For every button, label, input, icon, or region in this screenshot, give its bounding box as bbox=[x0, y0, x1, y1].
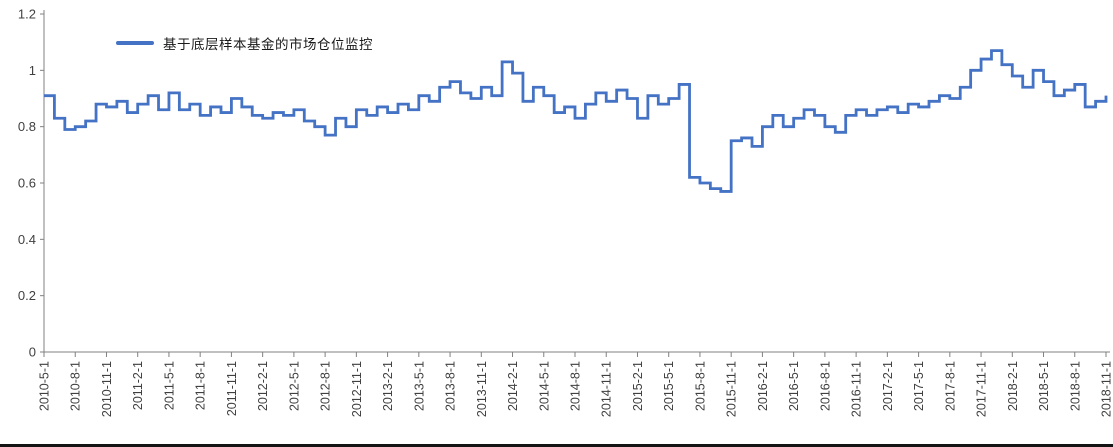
x-tick-label: 2010-11-1 bbox=[100, 361, 114, 417]
x-tick-label: 2011-11-1 bbox=[225, 361, 239, 416]
x-tick-label: 2014-5-1 bbox=[537, 361, 551, 411]
legend: 基于底层样本基金的市场仓位监控 bbox=[116, 33, 373, 53]
y-tick-label: 0.4 bbox=[18, 232, 36, 247]
x-tick-label: 2012-8-1 bbox=[319, 361, 333, 411]
x-tick-label: 2015-11-1 bbox=[725, 361, 739, 417]
x-tick-label: 2014-11-1 bbox=[600, 361, 614, 417]
x-tick-label: 2016-5-1 bbox=[787, 361, 801, 411]
x-tick-label: 2017-5-1 bbox=[912, 361, 926, 411]
x-tick-label: 2015-8-1 bbox=[693, 361, 707, 411]
x-tick-label: 2016-8-1 bbox=[818, 361, 832, 411]
x-tick-label: 2018-2-1 bbox=[1006, 361, 1020, 411]
x-tick-label: 2012-2-1 bbox=[256, 361, 270, 411]
x-tick-label: 2018-8-1 bbox=[1068, 361, 1082, 411]
x-tick-label: 2017-2-1 bbox=[881, 361, 895, 411]
bottom-divider bbox=[0, 444, 1113, 447]
x-tick-label: 2013-5-1 bbox=[412, 361, 426, 411]
x-tick-label: 2018-5-1 bbox=[1037, 361, 1051, 411]
x-tick-label: 2014-2-1 bbox=[506, 361, 520, 411]
x-tick-label: 2018-11-1 bbox=[1100, 361, 1113, 417]
x-tick-label: 2012-5-1 bbox=[287, 361, 301, 411]
x-tick-label: 2015-2-1 bbox=[631, 361, 645, 411]
x-tick-label: 2017-8-1 bbox=[943, 361, 957, 411]
y-tick-label: 0.2 bbox=[18, 288, 36, 303]
x-tick-label: 2011-8-1 bbox=[194, 361, 208, 410]
y-tick-label: 0 bbox=[29, 345, 36, 360]
y-tick-label: 0.8 bbox=[18, 119, 36, 134]
x-tick-label: 2016-2-1 bbox=[756, 361, 770, 411]
x-tick-label: 2017-11-1 bbox=[975, 361, 989, 417]
x-tick-label: 2011-2-1 bbox=[131, 361, 145, 410]
y-tick-label: 1.2 bbox=[18, 7, 36, 22]
y-tick-label: 1 bbox=[29, 63, 36, 78]
x-tick-label: 2010-5-1 bbox=[38, 361, 52, 411]
series-line bbox=[44, 49, 1108, 193]
legend-label: 基于底层样本基金的市场仓位监控 bbox=[163, 37, 373, 52]
x-tick-label: 2014-8-1 bbox=[569, 361, 583, 411]
x-tick-label: 2013-8-1 bbox=[444, 361, 458, 411]
legend-line-icon bbox=[116, 41, 154, 45]
x-tick-label: 2016-11-1 bbox=[850, 361, 864, 417]
x-tick-label: 2013-2-1 bbox=[381, 361, 395, 411]
y-tick-label: 0.6 bbox=[18, 176, 36, 191]
x-tick-label: 2015-5-1 bbox=[662, 361, 676, 411]
x-tick-label: 2010-8-1 bbox=[69, 361, 83, 411]
x-tick-label: 2013-11-1 bbox=[475, 361, 489, 417]
x-tick-label: 2012-11-1 bbox=[350, 361, 364, 417]
x-tick-label: 2011-5-1 bbox=[162, 361, 176, 410]
